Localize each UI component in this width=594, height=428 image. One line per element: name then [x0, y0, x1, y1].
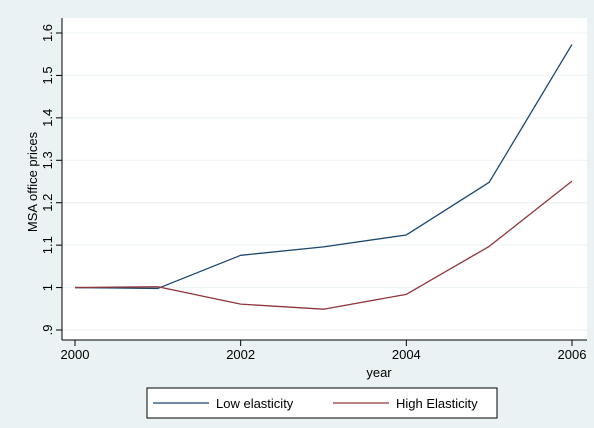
x-axis-title: year [366, 365, 392, 380]
legend-label-high-elasticity: High Elasticity [396, 396, 478, 411]
plot-area [62, 18, 587, 340]
y-tick-label: 1 [40, 284, 55, 291]
legend: Low elasticity High Elasticity [146, 387, 498, 419]
series-line-high-elasticity [74, 180, 573, 310]
legend-label-low-elasticity: Low elasticity [216, 396, 294, 411]
tick-labels: .9 1 1.1 1.2 1.3 1.4 1.5 1.6 2000 2002 2004 2006 [40, 24, 586, 362]
series-line-low-elasticity [74, 44, 573, 290]
y-tick-label: 1.5 [40, 66, 55, 84]
x-tick-label: 2006 [558, 347, 587, 362]
y-tick-label: 1.6 [40, 24, 55, 42]
y-tick-label: 1.3 [40, 151, 55, 169]
axes [56, 18, 587, 346]
x-tick-label: 2000 [61, 347, 90, 362]
series-lines [74, 44, 573, 310]
y-tick-label: .9 [40, 325, 55, 336]
y-tick-label: 1.1 [40, 236, 55, 254]
y-axis-title: MSA office prices [25, 131, 40, 232]
grid-lines [62, 32, 587, 331]
x-tick-label: 2002 [226, 347, 255, 362]
y-tick-label: 1.4 [40, 109, 55, 127]
x-tick-label: 2004 [392, 347, 421, 362]
y-tick-label: 1.2 [40, 194, 55, 212]
